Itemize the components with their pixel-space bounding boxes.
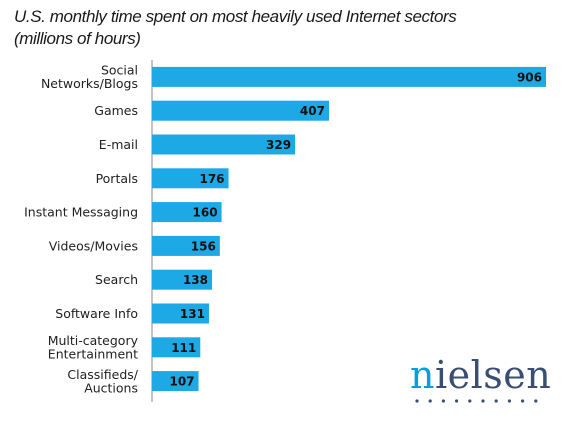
chart-title-line-2: (millions of hours) <box>14 29 141 48</box>
bar-value-label: 107 <box>169 375 194 389</box>
logo-letters-rest: ielsen <box>434 353 552 397</box>
bar <box>152 371 199 392</box>
bar <box>152 337 201 358</box>
logo-dot <box>428 399 432 403</box>
bar <box>152 168 229 189</box>
logo-dot <box>441 399 445 403</box>
bar <box>152 269 213 290</box>
category-label: Social Networks/Blogs <box>41 63 138 92</box>
bar <box>152 235 220 256</box>
logo-letter-n: n <box>410 353 435 397</box>
category-label: Search <box>95 272 138 287</box>
bar-value-label: 156 <box>191 239 216 253</box>
bar <box>152 66 546 87</box>
bar-value-label: 131 <box>180 307 205 321</box>
nielsen-logo: nielsen <box>410 356 560 403</box>
category-label: Instant Messaging <box>24 205 138 220</box>
category-label: Software Info <box>55 306 138 321</box>
bar-value-label: 906 <box>517 70 542 84</box>
bar-value-label: 111 <box>171 341 196 355</box>
bar-value-label: 160 <box>193 206 218 220</box>
category-label: E-mail <box>99 137 138 152</box>
category-label: Classifieds/Auctions <box>67 367 138 396</box>
logo-dot <box>534 399 538 403</box>
bar-value-label: 176 <box>199 172 224 186</box>
bar-value-label: 407 <box>300 104 325 118</box>
bar <box>152 100 329 121</box>
bars-group: 906 Social Networks/Blogs 407 Games 329 E-mail… <box>24 63 546 396</box>
logo-dot <box>494 399 498 403</box>
chart-title-line-1: U.S. monthly time spent on most heavily … <box>14 7 457 26</box>
category-label: Multi-category Entertainment <box>48 333 139 362</box>
logo-dot <box>468 399 472 403</box>
logo-dot <box>507 399 511 403</box>
bar <box>152 134 296 155</box>
bar <box>152 303 209 324</box>
bar-value-label: 329 <box>266 138 291 152</box>
logo-dot <box>521 399 525 403</box>
bar <box>152 202 222 223</box>
category-label: Games <box>94 103 138 118</box>
logo-dot <box>455 399 459 403</box>
logo-wordmark: nielsen <box>410 356 560 394</box>
category-label: Portals <box>96 171 138 186</box>
category-label: Videos/Movies <box>49 238 138 253</box>
logo-dot <box>481 399 485 403</box>
bar-value-label: 138 <box>183 273 208 287</box>
logo-dot-row <box>415 399 538 403</box>
chart-title: U.S. monthly time spent on most heavily … <box>14 6 534 50</box>
logo-dot <box>415 399 419 403</box>
